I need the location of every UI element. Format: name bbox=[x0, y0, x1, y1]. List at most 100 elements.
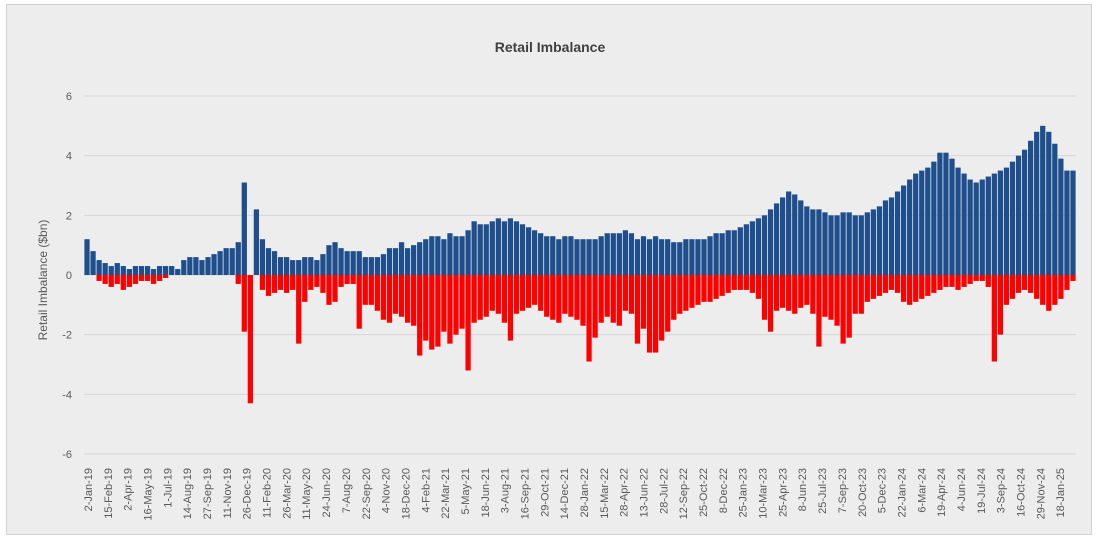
bar-negative bbox=[882, 275, 889, 293]
bar-negative bbox=[435, 275, 441, 347]
bar-positive bbox=[501, 221, 508, 275]
bar-positive bbox=[786, 191, 792, 275]
bar-positive bbox=[858, 215, 864, 275]
bar-positive bbox=[1015, 155, 1022, 275]
bar-positive bbox=[568, 236, 574, 275]
bar-positive bbox=[846, 212, 852, 275]
bar-negative bbox=[761, 275, 768, 320]
bar-positive bbox=[96, 260, 102, 275]
bar-negative bbox=[1028, 275, 1034, 293]
bar-negative bbox=[991, 275, 997, 362]
bar-positive bbox=[241, 182, 247, 275]
bar-negative bbox=[465, 275, 471, 371]
bar-negative bbox=[120, 275, 126, 290]
x-tick-label: 5-May-21 bbox=[460, 468, 472, 514]
bar-positive bbox=[773, 203, 780, 275]
bar-positive bbox=[761, 215, 768, 275]
bar-negative bbox=[659, 275, 665, 341]
bar-negative bbox=[628, 275, 635, 314]
bar-negative bbox=[356, 275, 362, 329]
bar-negative bbox=[1034, 275, 1040, 299]
bar-negative bbox=[556, 275, 562, 323]
x-tick-label: 26-Dec-19 bbox=[242, 468, 254, 519]
x-tick-label: 6-Mar-24 bbox=[916, 468, 928, 513]
x-tick-label: 19-Apr-24 bbox=[936, 468, 948, 517]
bar-negative bbox=[392, 275, 399, 314]
bar-negative bbox=[1058, 275, 1064, 299]
bar-positive bbox=[574, 239, 580, 275]
bar-positive bbox=[277, 257, 284, 275]
x-tick-label: 18-Jan-25 bbox=[1055, 468, 1067, 518]
bar-positive bbox=[271, 251, 278, 275]
bar-negative bbox=[604, 275, 610, 317]
bar-positive bbox=[350, 251, 356, 275]
bar-negative bbox=[870, 275, 876, 299]
bar-negative bbox=[822, 275, 828, 317]
bar-negative bbox=[265, 275, 272, 296]
bar-negative bbox=[259, 275, 266, 290]
bar-negative bbox=[1015, 275, 1022, 293]
bar-positive bbox=[483, 224, 489, 275]
bar-negative bbox=[156, 275, 163, 281]
bar-negative bbox=[411, 275, 417, 326]
bar-negative bbox=[737, 275, 743, 290]
bar-negative bbox=[616, 275, 622, 326]
bar-positive bbox=[677, 242, 683, 275]
bar-positive bbox=[338, 248, 344, 275]
bar-positive bbox=[943, 152, 949, 275]
x-tick-label: 29-Oct-21 bbox=[539, 468, 551, 517]
bar-positive bbox=[163, 266, 169, 275]
bar-positive bbox=[562, 236, 568, 275]
x-tick-label: 20-Oct-23 bbox=[857, 468, 869, 517]
bar-positive bbox=[187, 257, 193, 275]
x-tick-label: 2-Jan-19 bbox=[83, 468, 95, 511]
bar-negative bbox=[707, 275, 713, 302]
bar-positive bbox=[1009, 161, 1016, 275]
bar-negative bbox=[308, 275, 314, 290]
bar-negative bbox=[622, 275, 628, 311]
bar-positive bbox=[598, 236, 604, 275]
y-tick-label: 6 bbox=[66, 91, 72, 103]
y-tick-label: -2 bbox=[62, 330, 72, 342]
bar-positive bbox=[580, 239, 586, 275]
x-tick-label: 28-Jan-22 bbox=[579, 468, 591, 518]
bar-negative bbox=[344, 275, 350, 284]
bar-positive bbox=[991, 173, 997, 275]
x-tick-label: 7-Sep-23 bbox=[837, 468, 849, 513]
bars bbox=[84, 125, 1076, 404]
bar-positive bbox=[834, 215, 840, 275]
bar-positive bbox=[102, 263, 108, 275]
y-tick-label: -6 bbox=[62, 449, 72, 461]
bar-positive bbox=[646, 239, 653, 275]
bar-negative bbox=[913, 275, 919, 302]
bar-negative bbox=[489, 275, 495, 311]
bar-negative bbox=[798, 275, 804, 308]
x-tick-label: 14-Dec-21 bbox=[559, 468, 571, 519]
x-tick-label: 16-Oct-24 bbox=[1015, 468, 1027, 517]
bar-positive bbox=[435, 236, 441, 275]
bar-negative bbox=[665, 275, 671, 332]
bar-negative bbox=[864, 275, 870, 302]
x-tick-label: 3-Aug-21 bbox=[500, 468, 512, 513]
bar-negative bbox=[858, 275, 864, 314]
bar-positive bbox=[949, 158, 955, 275]
x-tick-label: 18-Jun-21 bbox=[480, 468, 492, 518]
bar-positive bbox=[380, 254, 387, 275]
x-tick-label: 29-Nov-24 bbox=[1035, 468, 1047, 519]
bar-negative bbox=[477, 275, 483, 320]
bar-negative bbox=[689, 275, 695, 308]
bar-positive bbox=[417, 242, 423, 275]
bar-negative bbox=[1046, 275, 1052, 311]
bar-positive bbox=[931, 161, 937, 275]
bar-negative bbox=[296, 275, 302, 344]
bar-negative bbox=[507, 275, 514, 341]
bar-positive bbox=[138, 266, 145, 275]
bar-negative bbox=[538, 275, 544, 311]
bar-positive bbox=[1040, 125, 1046, 275]
bar-positive bbox=[90, 251, 96, 275]
bar-negative bbox=[247, 275, 253, 404]
bar-positive bbox=[767, 209, 774, 275]
x-tick-label: 18-Dec-20 bbox=[400, 468, 412, 519]
x-tick-label: 2-Apr-19 bbox=[123, 468, 135, 511]
